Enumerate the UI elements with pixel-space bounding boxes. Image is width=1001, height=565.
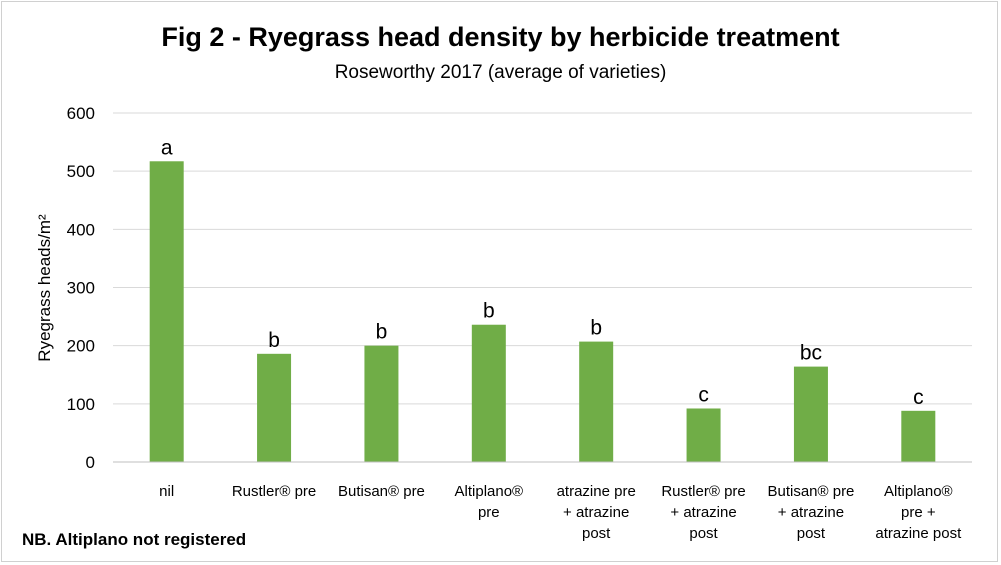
- x-tick-label-line: + atrazine: [778, 504, 844, 521]
- bar: [686, 408, 721, 462]
- chart-title: Fig 2 - Ryegrass head density by herbici…: [161, 22, 840, 52]
- x-tick-label-line: Butisan® pre: [338, 483, 425, 500]
- bar-significance-label: b: [590, 317, 602, 340]
- bar-significance-label: c: [913, 386, 924, 409]
- x-tick-label-line: Altiplano®: [455, 483, 524, 500]
- bar-significance-label: c: [698, 383, 709, 406]
- x-tick-label-line: post: [582, 525, 611, 542]
- bar: [901, 410, 936, 462]
- x-tick-label-line: + atrazine: [563, 504, 629, 521]
- bar: [149, 161, 184, 463]
- y-tick-label: 400: [67, 220, 95, 239]
- y-tick-label: 300: [67, 279, 95, 298]
- bar-significance-label: b: [483, 300, 495, 323]
- x-tick-label-line: + atrazine: [670, 504, 736, 521]
- y-tick-label: 200: [67, 337, 95, 356]
- x-tick-label-line: Rustler® pre: [232, 483, 316, 500]
- bar: [257, 353, 292, 462]
- x-tick-label-line: Butisan® pre: [767, 483, 854, 500]
- x-tick-label: Rustler® pre + atrazine post: [661, 483, 745, 542]
- x-tick-label: Butisan® pre: [338, 483, 425, 500]
- x-tick-label-line: Rustler® pre: [661, 483, 745, 500]
- bar-significance-label: b: [268, 329, 280, 352]
- bar: [364, 345, 399, 462]
- x-tick-label-line: pre: [478, 504, 500, 521]
- bar: [471, 324, 506, 462]
- x-tick-label-line: pre +: [901, 504, 936, 521]
- footnote: NB. Altiplano not registered: [22, 530, 247, 549]
- bar: [579, 341, 614, 462]
- x-tick-label-line: atrazine post: [875, 525, 962, 542]
- bar-significance-label: bc: [800, 342, 822, 365]
- bar-significance-label: b: [376, 321, 388, 344]
- y-tick-label: 500: [67, 162, 95, 181]
- x-tick-label-line: nil: [159, 483, 174, 500]
- x-tick-label: Rustler® pre: [232, 483, 316, 500]
- chart-subtitle: Roseworthy 2017 (average of varieties): [334, 62, 667, 83]
- x-tick-label: atrazine pre + atrazine post: [557, 483, 636, 542]
- y-tick-label: 100: [67, 395, 95, 414]
- x-tick-label-line: atrazine pre: [557, 483, 636, 500]
- x-tick-label-line: post: [797, 525, 826, 542]
- y-tick-label: 0: [86, 453, 95, 472]
- x-tick-label-line: Altiplano®: [884, 483, 953, 500]
- y-tick-label: 600: [67, 104, 95, 123]
- x-tick-label: Butisan® pre + atrazine post: [767, 483, 854, 542]
- x-tick-label: Altiplano® pre: [455, 483, 524, 521]
- bar-significance-label: a: [161, 136, 173, 159]
- x-tick-label: Altiplano® pre + atrazine post: [875, 483, 962, 542]
- bar: [793, 366, 828, 462]
- x-tick-label: nil: [159, 483, 174, 500]
- x-tick-label-line: post: [689, 525, 718, 542]
